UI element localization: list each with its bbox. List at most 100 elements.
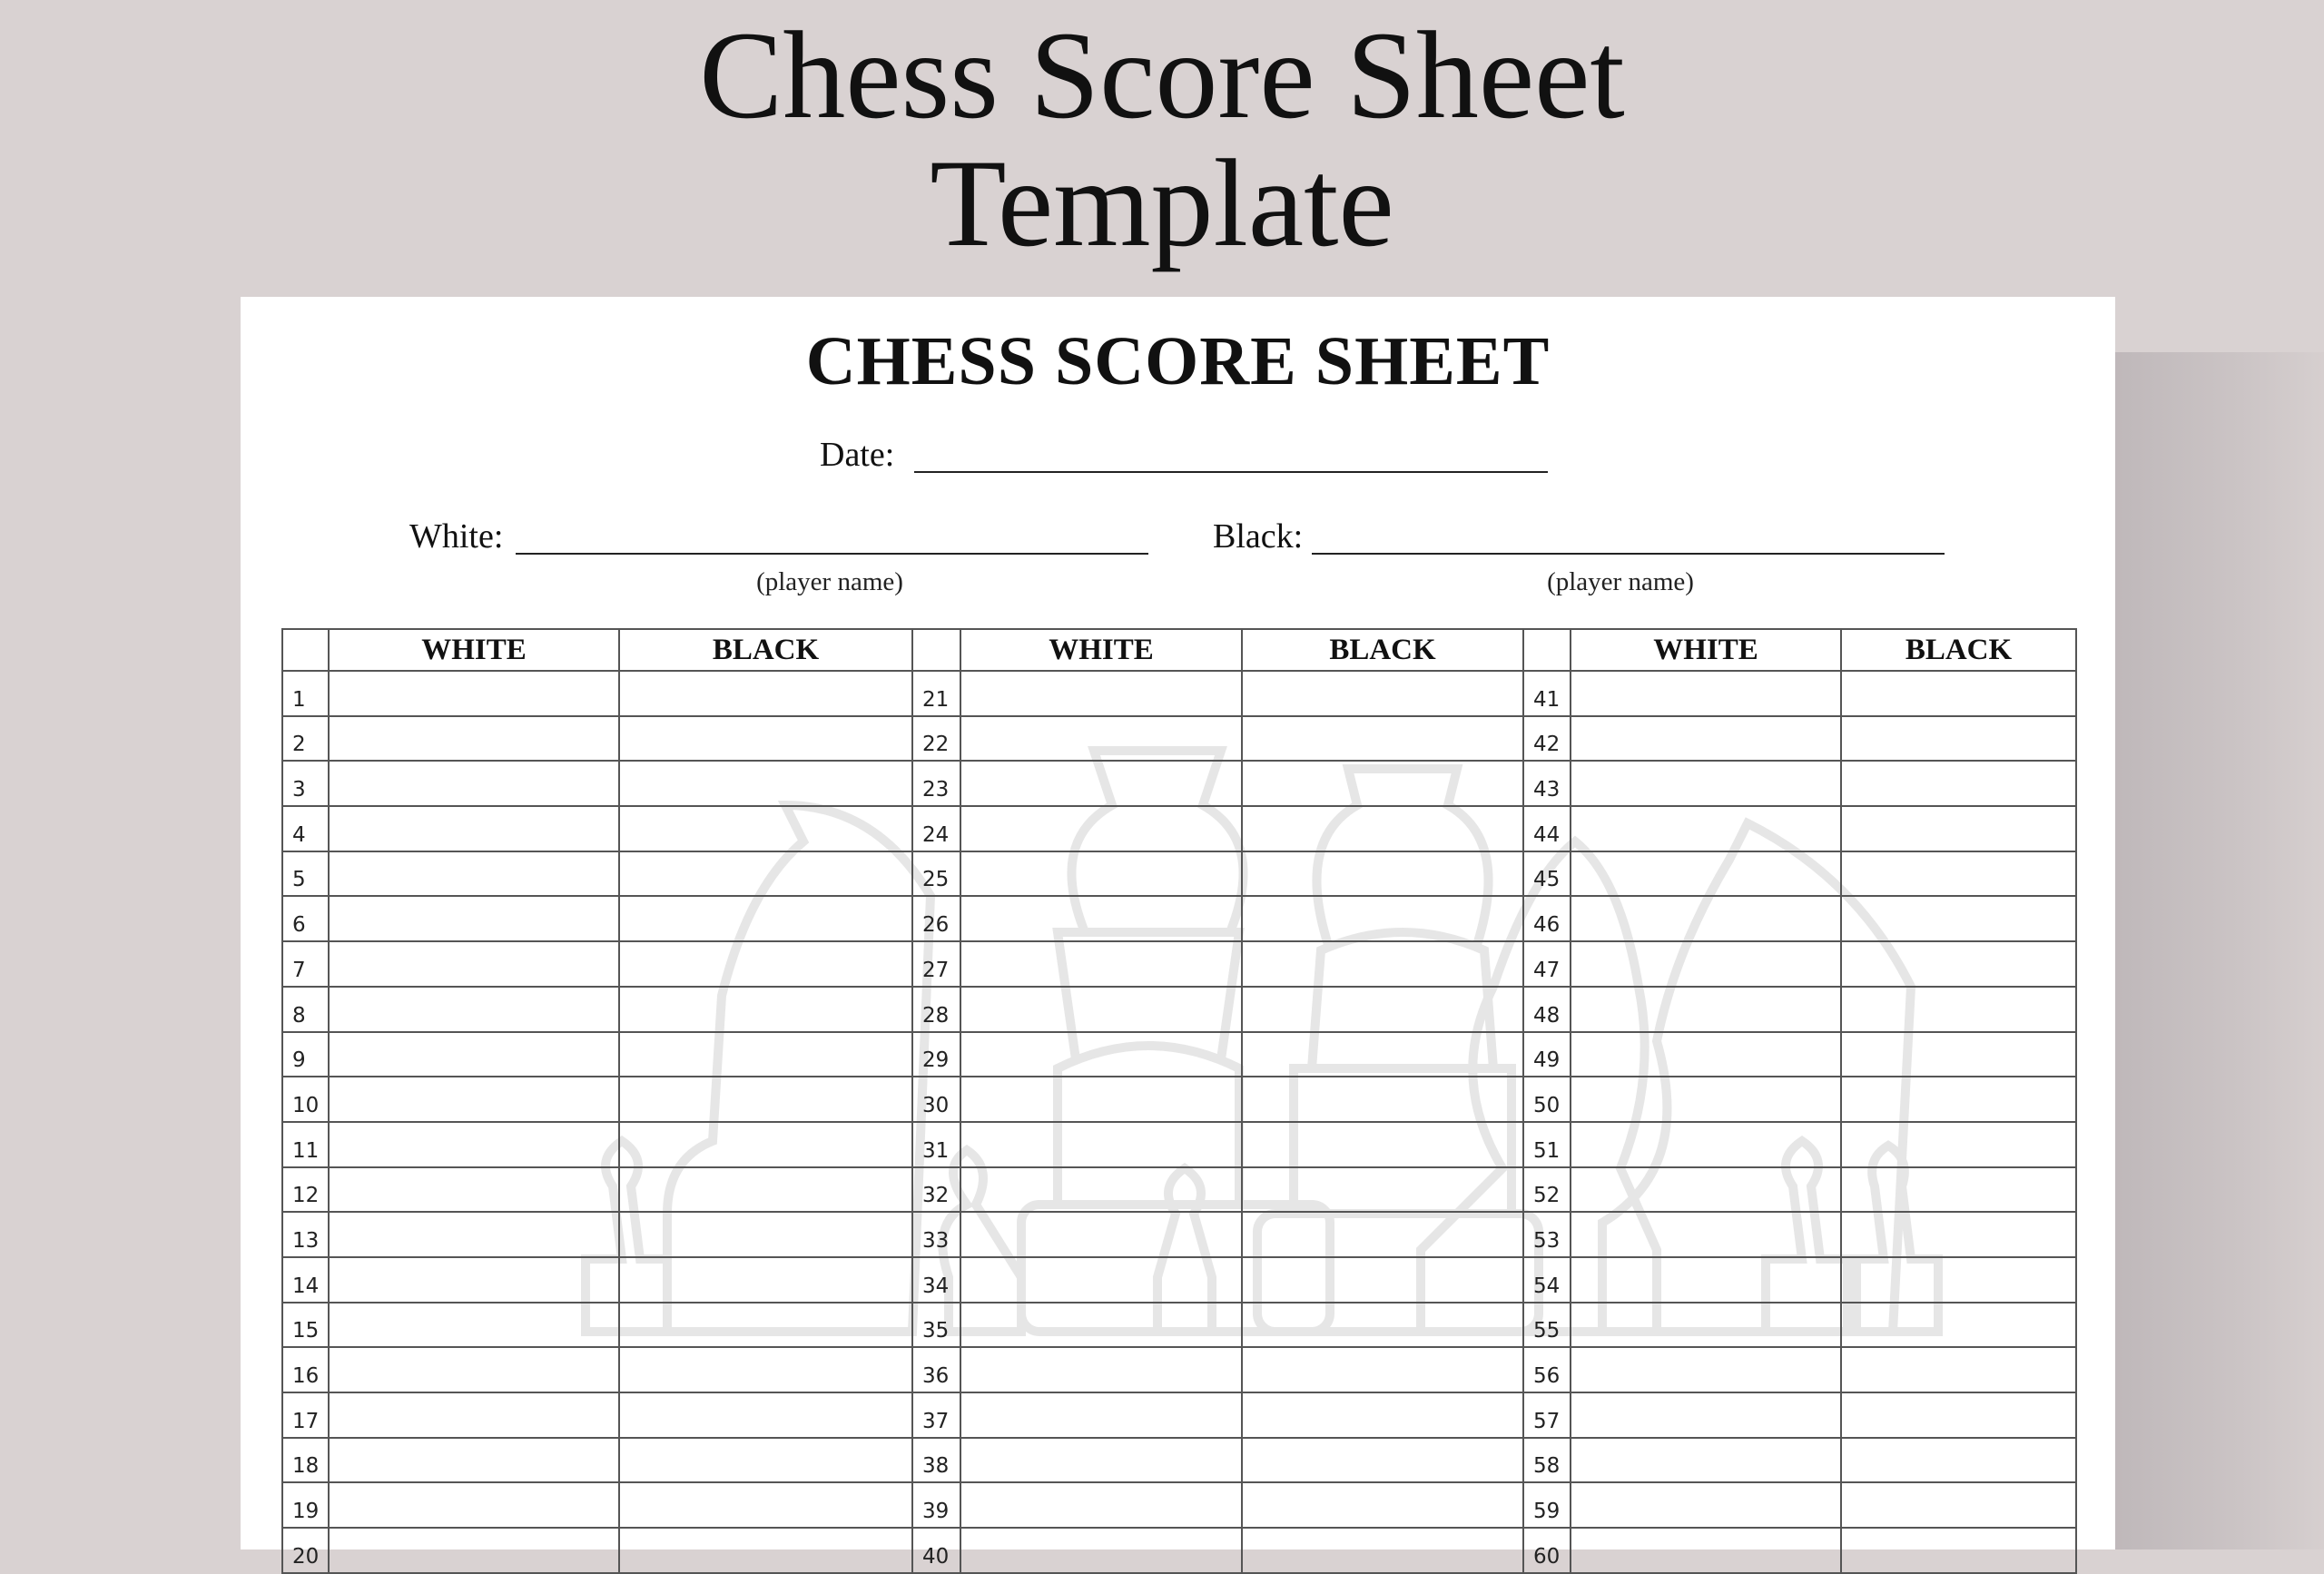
white-move-cell[interactable] (960, 1166, 1243, 1214)
white-move-cell[interactable] (1570, 895, 1842, 943)
black-move-cell[interactable] (618, 670, 913, 717)
white-move-cell[interactable] (1570, 670, 1842, 717)
black-move-cell[interactable] (1840, 1301, 2077, 1349)
white-move-cell[interactable] (1570, 1481, 1842, 1530)
black-move-cell[interactable] (618, 1527, 913, 1574)
white-move-cell[interactable] (1570, 940, 1842, 988)
white-move-cell[interactable] (328, 1030, 620, 1078)
black-move-cell[interactable] (1840, 1211, 2077, 1258)
black-move-cell[interactable] (1241, 1301, 1524, 1349)
black-move-cell[interactable] (1241, 1076, 1524, 1123)
white-move-cell[interactable] (960, 850, 1243, 898)
white-move-cell[interactable] (960, 760, 1243, 808)
white-move-cell[interactable] (960, 1301, 1243, 1349)
white-player-field[interactable] (516, 553, 1148, 555)
black-move-cell[interactable] (618, 1392, 913, 1439)
white-move-cell[interactable] (960, 940, 1243, 988)
white-move-cell[interactable] (960, 1255, 1243, 1303)
black-move-cell[interactable] (1840, 1481, 2077, 1530)
white-move-cell[interactable] (1570, 1255, 1842, 1303)
black-move-cell[interactable] (618, 895, 913, 943)
white-move-cell[interactable] (328, 1076, 620, 1123)
white-move-cell[interactable] (328, 1301, 620, 1349)
black-move-cell[interactable] (618, 1255, 913, 1303)
white-move-cell[interactable] (328, 1346, 620, 1393)
black-move-cell[interactable] (1241, 805, 1524, 852)
black-move-cell[interactable] (618, 1346, 913, 1393)
black-move-cell[interactable] (618, 1030, 913, 1078)
white-move-cell[interactable] (328, 714, 620, 762)
black-move-cell[interactable] (1241, 714, 1524, 762)
white-move-cell[interactable] (960, 1436, 1243, 1484)
black-move-cell[interactable] (1241, 1211, 1524, 1258)
black-move-cell[interactable] (618, 985, 913, 1033)
white-move-cell[interactable] (960, 1346, 1243, 1393)
white-move-cell[interactable] (1570, 1301, 1842, 1349)
black-move-cell[interactable] (1241, 940, 1524, 988)
white-move-cell[interactable] (1570, 985, 1842, 1033)
white-move-cell[interactable] (960, 1076, 1243, 1123)
white-move-cell[interactable] (1570, 805, 1842, 852)
black-move-cell[interactable] (1241, 1255, 1524, 1303)
white-move-cell[interactable] (960, 1527, 1243, 1574)
white-move-cell[interactable] (328, 1436, 620, 1484)
black-move-cell[interactable] (1241, 1527, 1524, 1574)
black-move-cell[interactable] (1241, 985, 1524, 1033)
white-move-cell[interactable] (328, 760, 620, 808)
white-move-cell[interactable] (960, 670, 1243, 717)
black-move-cell[interactable] (1241, 895, 1524, 943)
white-move-cell[interactable] (960, 1392, 1243, 1439)
white-move-cell[interactable] (960, 1481, 1243, 1530)
white-move-cell[interactable] (1570, 1076, 1842, 1123)
black-move-cell[interactable] (1840, 1392, 2077, 1439)
black-move-cell[interactable] (1241, 1166, 1524, 1214)
white-move-cell[interactable] (328, 1166, 620, 1214)
white-move-cell[interactable] (1570, 1392, 1842, 1439)
black-move-cell[interactable] (1840, 985, 2077, 1033)
black-move-cell[interactable] (1840, 1527, 2077, 1574)
white-move-cell[interactable] (328, 940, 620, 988)
black-move-cell[interactable] (618, 760, 913, 808)
white-move-cell[interactable] (960, 714, 1243, 762)
white-move-cell[interactable] (328, 670, 620, 717)
white-move-cell[interactable] (328, 1211, 620, 1258)
black-move-cell[interactable] (1840, 1346, 2077, 1393)
white-move-cell[interactable] (1570, 1436, 1842, 1484)
black-move-cell[interactable] (618, 1120, 913, 1168)
black-move-cell[interactable] (618, 1211, 913, 1258)
white-move-cell[interactable] (1570, 1120, 1842, 1168)
black-move-cell[interactable] (1840, 714, 2077, 762)
white-move-cell[interactable] (960, 805, 1243, 852)
black-move-cell[interactable] (1241, 1346, 1524, 1393)
black-move-cell[interactable] (1840, 670, 2077, 717)
black-move-cell[interactable] (1840, 1436, 2077, 1484)
white-move-cell[interactable] (1570, 1346, 1842, 1393)
black-move-cell[interactable] (618, 805, 913, 852)
white-move-cell[interactable] (1570, 850, 1842, 898)
white-move-cell[interactable] (328, 1392, 620, 1439)
white-move-cell[interactable] (1570, 760, 1842, 808)
black-move-cell[interactable] (1840, 940, 2077, 988)
black-move-cell[interactable] (1241, 1392, 1524, 1439)
white-move-cell[interactable] (328, 805, 620, 852)
black-move-cell[interactable] (1840, 850, 2077, 898)
white-move-cell[interactable] (960, 1211, 1243, 1258)
white-move-cell[interactable] (328, 1255, 620, 1303)
black-move-cell[interactable] (1840, 895, 2077, 943)
black-move-cell[interactable] (1241, 1120, 1524, 1168)
white-move-cell[interactable] (328, 1527, 620, 1574)
white-move-cell[interactable] (1570, 1527, 1842, 1574)
white-move-cell[interactable] (1570, 1211, 1842, 1258)
black-player-field[interactable] (1312, 553, 1945, 555)
black-move-cell[interactable] (618, 1481, 913, 1530)
black-move-cell[interactable] (618, 940, 913, 988)
white-move-cell[interactable] (960, 985, 1243, 1033)
black-move-cell[interactable] (1840, 1255, 2077, 1303)
black-move-cell[interactable] (1840, 805, 2077, 852)
black-move-cell[interactable] (618, 1166, 913, 1214)
white-move-cell[interactable] (328, 895, 620, 943)
black-move-cell[interactable] (1241, 1481, 1524, 1530)
white-move-cell[interactable] (960, 1120, 1243, 1168)
black-move-cell[interactable] (618, 1076, 913, 1123)
white-move-cell[interactable] (1570, 714, 1842, 762)
